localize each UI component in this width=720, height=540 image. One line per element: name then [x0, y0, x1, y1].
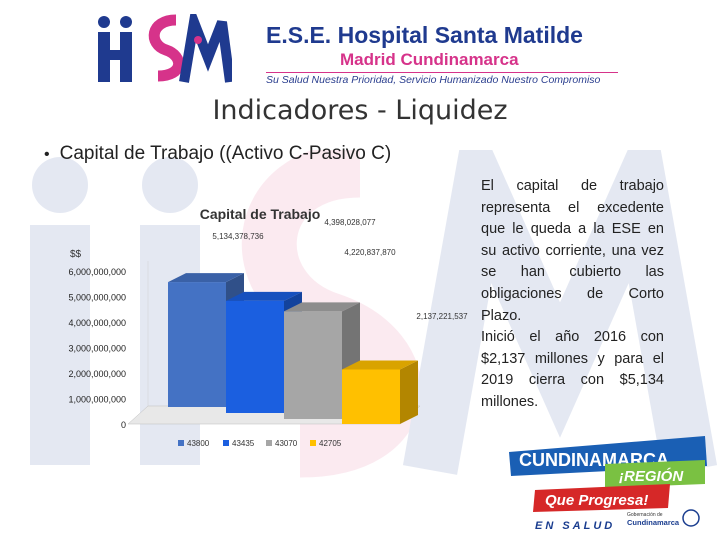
bar — [342, 369, 400, 424]
bar-top — [226, 291, 302, 301]
legend-label: 42705 — [319, 439, 342, 448]
footer-gov-name: Cundinamarca — [627, 518, 680, 527]
footer-motto: Que Progresa! — [545, 492, 648, 509]
y-tick-label: 0 — [121, 420, 126, 430]
hospital-name: E.S.E. Hospital Santa Matilde — [266, 22, 583, 48]
bar-top — [284, 302, 360, 312]
description-paragraph-2: Inició el año 2016 con $2,137 millones y… — [481, 329, 664, 410]
description-text: El capital de trabajo representa el exce… — [481, 176, 664, 414]
slide-title: Indicadores - Liquidez — [212, 95, 508, 126]
y-tick-label: 6,000,000,000 — [68, 267, 126, 277]
legend-label: 43435 — [232, 439, 255, 448]
bar-top — [168, 273, 244, 283]
y-tick-label: 3,000,000,000 — [68, 344, 126, 354]
footer-gov-small: Gobernación de — [627, 512, 663, 518]
bar — [168, 282, 226, 407]
bullet-text: Capital de Trabajo ((Activo C-Pasivo C) — [59, 143, 392, 164]
bar-top — [342, 360, 418, 370]
footer-health: EN SALUD — [535, 520, 615, 532]
seal-icon — [682, 509, 700, 527]
data-label: 2,137,221,537 — [416, 312, 468, 321]
cundinamarca-logo: CUNDINAMARCA ¡REGIÓN Que Progresa! EN SA… — [509, 436, 707, 532]
legend-swatch — [310, 440, 316, 446]
y-tick-label: 2,000,000,000 — [68, 369, 126, 379]
data-label: 5,134,378,736 — [212, 232, 264, 241]
legend-swatch — [178, 440, 184, 446]
capital-chart: Capital de Trabajo $$ 0 1,000,000,000 2,00… — [68, 206, 468, 448]
bar — [284, 311, 342, 419]
footer-region: ¡REGIÓN — [619, 467, 684, 485]
legend-swatch — [266, 440, 272, 446]
bullet-point: • Capital de Trabajo ((Activo C-Pasivo C) — [44, 143, 391, 165]
hospital-slogan: Su Salud Nuestra Prioridad, Servicio Hum… — [266, 74, 601, 86]
hospital-location: Madrid Cundinamarca — [340, 50, 519, 69]
y-tick-label: 4,000,000,000 — [68, 318, 126, 328]
bullet-icon: • — [44, 146, 50, 163]
legend-label: 43800 — [187, 439, 210, 448]
y-tick-label: 5,000,000,000 — [68, 293, 126, 303]
y-tick-label: 1,000,000,000 — [68, 395, 126, 405]
description-paragraph-1: El capital de trabajo representa el exce… — [481, 178, 664, 324]
bar — [226, 300, 284, 413]
hospital-logo — [98, 14, 232, 83]
chart-y-label: $$ — [70, 249, 82, 260]
data-label: 4,398,028,077 — [324, 218, 376, 227]
slogan-divider — [266, 72, 618, 73]
legend-label: 43070 — [275, 439, 298, 448]
legend-swatch — [223, 440, 229, 446]
chart-title: Capital de Trabajo — [200, 206, 321, 222]
bar-side — [400, 360, 418, 424]
data-label: 4,220,837,870 — [344, 248, 396, 257]
